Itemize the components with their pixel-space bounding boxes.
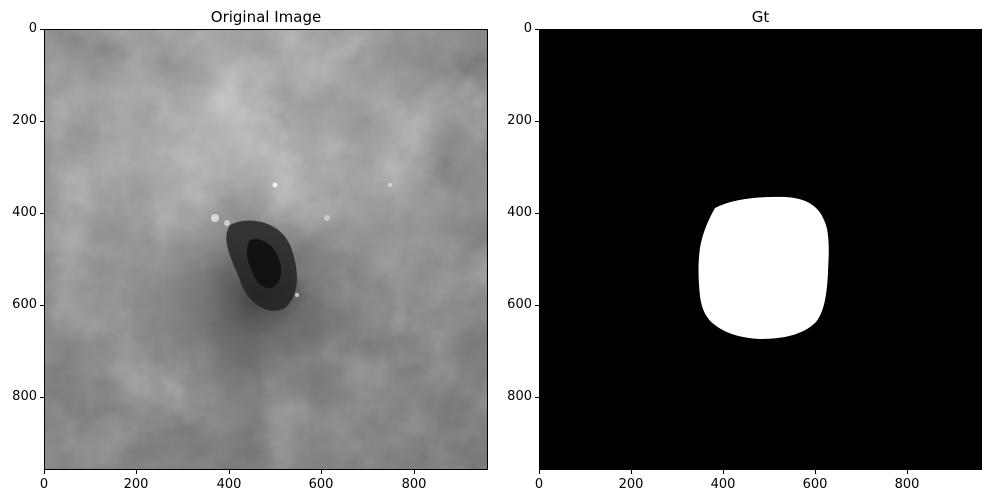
left-x-tick-400: 400 [216,477,242,492]
mask-blob [698,196,829,339]
right-y-tick-800: 800 [507,389,532,404]
left-x-tick-0: 0 [39,477,49,492]
left-x-tick-600: 600 [308,477,334,492]
right-y-tick-200: 200 [507,113,532,128]
right-x-tick-800: 800 [894,477,920,492]
right-y-tick-400: 400 [507,205,532,220]
ground-truth-mask [539,29,982,470]
skin-lesion-image [45,30,487,469]
left-y-tick-600: 600 [12,297,37,312]
left-panel-title: Original Image [210,8,322,26]
right-x-tick-400: 400 [710,477,736,492]
left-y-tick-800: 800 [12,389,37,404]
right-y-tick-0: 0 [523,21,532,36]
right-x-tick-600: 600 [802,477,828,492]
left-y-tick-400: 400 [12,205,37,220]
right-y-tick-600: 600 [507,297,532,312]
left-x-tick-800: 800 [401,477,427,492]
left-x-tick-200: 200 [123,477,149,492]
left-y-tick-0: 0 [28,21,37,36]
right-x-tick-200: 200 [618,477,644,492]
left-y-tick-200: 200 [12,113,37,128]
right-panel-title: Gt [751,8,770,26]
right-x-tick-0: 0 [534,477,544,492]
original-image [44,29,488,470]
